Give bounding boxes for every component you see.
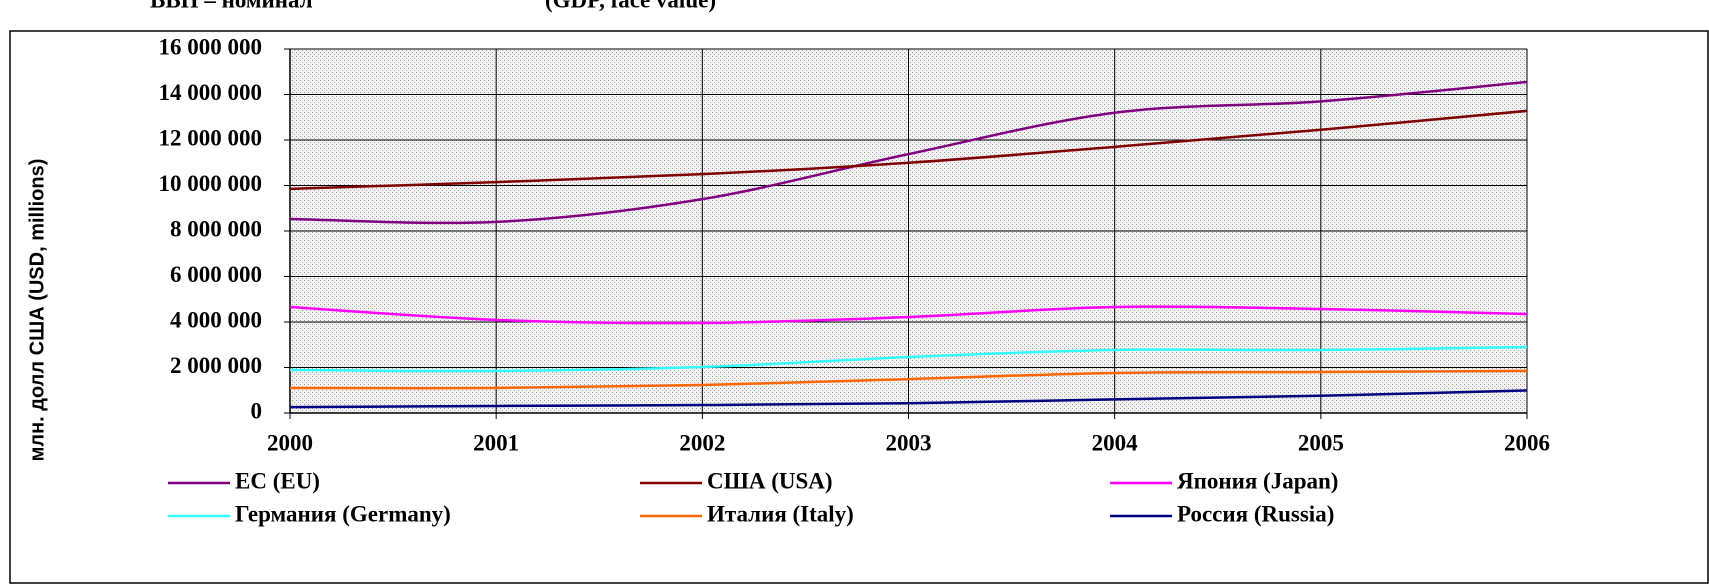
y-tick-label: 4 000 000 xyxy=(170,307,262,332)
line-series xyxy=(289,109,1528,191)
y-tick-label: 14 000 000 xyxy=(159,80,263,105)
y-tick-label: 8 000 000 xyxy=(170,216,262,241)
y-tick-label: 16 000 000 xyxy=(159,34,263,59)
x-tick-label: 2002 xyxy=(679,430,725,455)
y-tick-label: 6 000 000 xyxy=(170,262,262,287)
y-tick-label: 10 000 000 xyxy=(159,171,263,196)
y-tick-label: 2 000 000 xyxy=(170,353,262,378)
x-tick-label: 2004 xyxy=(1092,430,1139,455)
x-tick-label: 2003 xyxy=(886,430,932,455)
y-tick-label: 0 xyxy=(251,398,263,423)
line-series xyxy=(289,80,1528,225)
legend-label: Россия (Russia) xyxy=(1177,501,1334,526)
legend-label: Италия (Italy) xyxy=(707,501,854,526)
y-axis-label: млн. долл США (USD, millions) xyxy=(26,159,48,462)
legend-label: США (USA) xyxy=(707,468,833,493)
chart-frame xyxy=(9,30,1709,584)
line-series xyxy=(289,345,1528,373)
line-series xyxy=(289,305,1528,325)
chart-title-en: (GDP, face value) xyxy=(545,0,716,12)
legend-label: Япония (Japan) xyxy=(1177,468,1338,493)
legend-label: ЕС (EU) xyxy=(235,468,320,493)
x-tick-label: 2001 xyxy=(473,430,519,455)
line-series xyxy=(289,389,1528,409)
x-tick-label: 2000 xyxy=(267,430,313,455)
chart-title: ВВП – номинал xyxy=(150,0,313,12)
y-tick-label: 12 000 000 xyxy=(159,125,263,150)
legend-label: Германия (Germany) xyxy=(235,501,451,526)
x-tick-label: 2005 xyxy=(1298,430,1344,455)
line-series xyxy=(289,369,1528,390)
x-tick-label: 2006 xyxy=(1504,430,1550,455)
